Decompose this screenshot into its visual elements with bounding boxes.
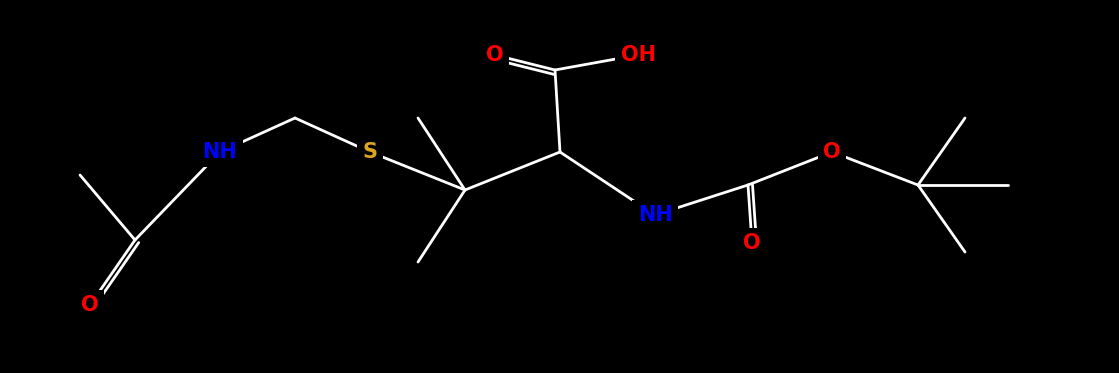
Text: O: O: [82, 295, 98, 315]
Text: O: O: [824, 142, 840, 162]
Text: O: O: [743, 233, 761, 253]
Text: NH: NH: [638, 205, 673, 225]
Text: NH: NH: [203, 142, 237, 162]
Text: OH: OH: [621, 45, 656, 65]
Text: S: S: [363, 142, 377, 162]
Text: O: O: [486, 45, 504, 65]
